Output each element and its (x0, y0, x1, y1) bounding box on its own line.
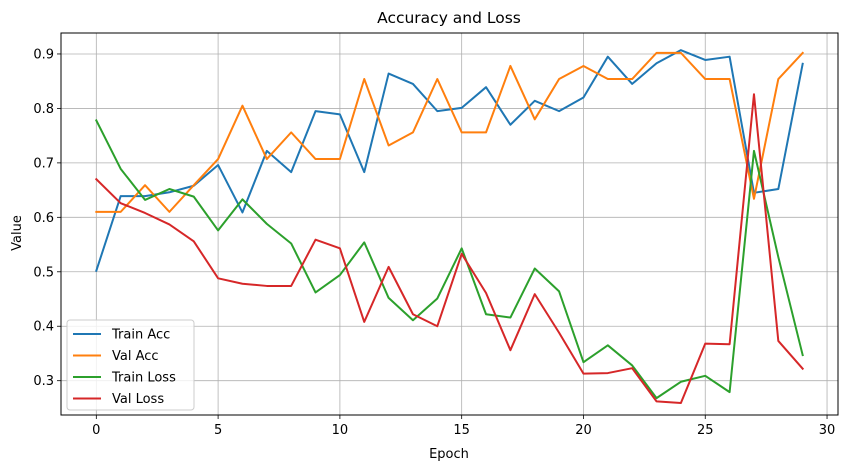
legend-label-train-acc: Train Acc (111, 328, 170, 343)
x-tick-label: 10 (332, 423, 349, 438)
y-tick-label: 0.5 (33, 265, 54, 280)
y-tick-label: 0.9 (33, 47, 54, 62)
x-tick-label: 5 (214, 423, 222, 438)
y-tick-label: 0.4 (33, 320, 54, 335)
x-axis-label: Epoch (429, 447, 469, 462)
series-line-train-loss (94, 119, 804, 400)
y-tick-label: 0.3 (33, 374, 54, 389)
y-tick-label: 0.6 (33, 211, 54, 226)
x-tick-label: 15 (453, 423, 470, 438)
x-tick-label: 30 (819, 423, 836, 438)
y-tick-label: 0.8 (33, 102, 54, 117)
y-axis-label: Value (10, 215, 25, 251)
x-tick-label: 0 (92, 423, 100, 438)
x-tick-label: 20 (575, 423, 592, 438)
series-line-val-acc (95, 51, 805, 213)
axis-ticks: 0 5 10 15 20 25 30 0.3 0.4 0.5 0.6 0.7 0.8 0.9 (33, 47, 835, 438)
series-line-val-loss (94, 93, 805, 405)
legend: Train Acc Val Acc Train Loss Val Loss (66, 319, 195, 411)
x-tick-label: 25 (697, 423, 714, 438)
chart-title: Accuracy and Loss (377, 9, 521, 27)
legend-label-val-acc: Val Acc (112, 349, 159, 364)
series-lines (94, 49, 805, 405)
plot-frame (60, 32, 839, 416)
y-tick-label: 0.7 (33, 156, 54, 171)
series-line-train-acc (95, 49, 804, 272)
legend-box (66, 319, 195, 411)
legend-label-train-loss: Train Loss (111, 371, 176, 386)
legend-label-val-loss: Val Loss (112, 392, 164, 407)
